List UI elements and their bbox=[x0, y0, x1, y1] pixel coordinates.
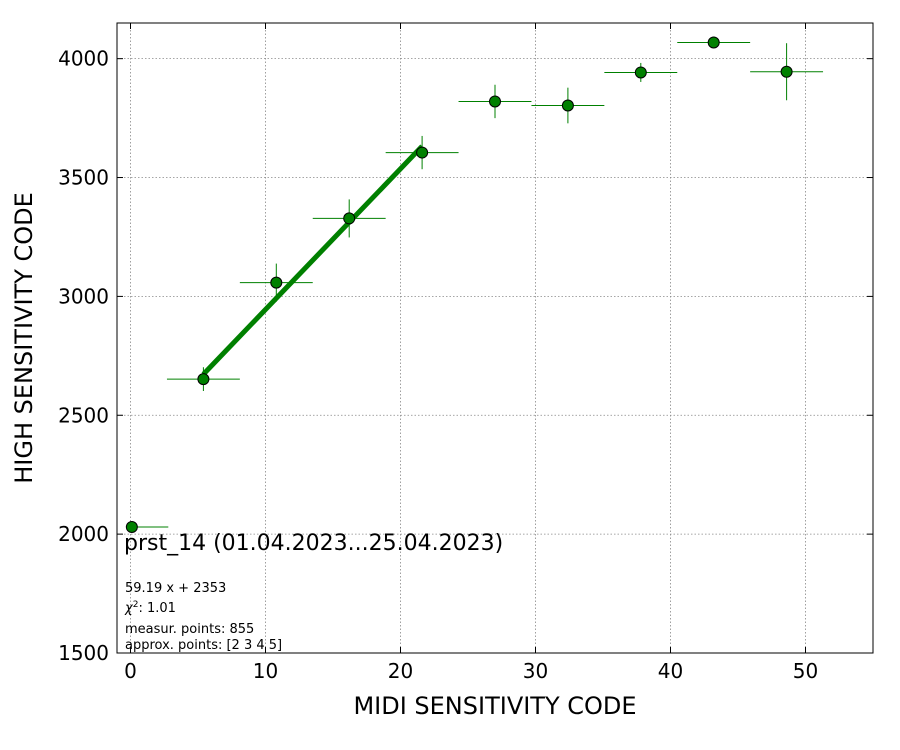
chi-symbol: χ bbox=[124, 601, 134, 616]
data-point bbox=[166, 367, 240, 392]
x-tick-label: 30 bbox=[523, 659, 548, 683]
x-tick-label: 10 bbox=[253, 659, 278, 683]
approx-points-label: approx. points: [2 3 4 5] bbox=[125, 638, 282, 653]
plot-frame bbox=[116, 22, 874, 654]
x-tick-label: 0 bbox=[124, 659, 137, 683]
x-axis-title: MIDI SENSITIVITY CODE bbox=[353, 692, 636, 720]
point-marker bbox=[125, 521, 138, 533]
point-marker bbox=[197, 373, 210, 386]
y-tick-label: 3500 bbox=[58, 166, 109, 190]
chi-squared-label: χ2: 1.01 bbox=[124, 600, 176, 616]
y-tick-label: 2500 bbox=[58, 403, 109, 427]
point-marker bbox=[780, 65, 793, 78]
x-tick-label: 40 bbox=[658, 659, 683, 683]
point-marker bbox=[489, 95, 501, 108]
x-tick-label: 50 bbox=[793, 659, 818, 683]
data-point bbox=[750, 43, 824, 101]
data-point bbox=[239, 263, 313, 302]
data-point bbox=[125, 521, 169, 533]
y-tick-label: 1500 bbox=[58, 641, 109, 665]
point-marker bbox=[561, 99, 574, 112]
x-tick-label: 20 bbox=[388, 659, 413, 683]
measur-points-label: measur. points: 855 bbox=[125, 622, 254, 637]
data-point bbox=[385, 135, 459, 170]
point-marker bbox=[634, 66, 647, 79]
ticks: 0 10 20 30 40 50 1500 2000 2500 3000 3500 4000 bbox=[58, 23, 873, 683]
point-marker bbox=[416, 146, 429, 159]
y-tick-label: 3000 bbox=[58, 284, 109, 308]
fit-equation: 59.19 x + 2353 bbox=[125, 581, 226, 596]
chart-note-title: prst_14 (01.04.2023...25.04.2023) bbox=[124, 531, 503, 556]
fit-layer bbox=[201, 144, 424, 376]
chi-superscript: 2 bbox=[133, 600, 139, 610]
point-marker bbox=[707, 36, 720, 49]
data-point bbox=[677, 36, 751, 49]
points-layer bbox=[125, 36, 824, 533]
data-point bbox=[312, 199, 386, 238]
data-point bbox=[458, 84, 532, 119]
data-point bbox=[531, 87, 605, 124]
chi-value: : 1.01 bbox=[138, 601, 175, 616]
y-tick-label: 4000 bbox=[58, 47, 109, 71]
point-marker bbox=[270, 276, 283, 289]
fit-line bbox=[201, 144, 424, 376]
point-marker bbox=[343, 212, 356, 225]
data-point bbox=[604, 62, 678, 82]
y-axis-title: HIGH SENSITIVITY CODE bbox=[10, 192, 38, 484]
y-tick-label: 2000 bbox=[58, 522, 109, 546]
